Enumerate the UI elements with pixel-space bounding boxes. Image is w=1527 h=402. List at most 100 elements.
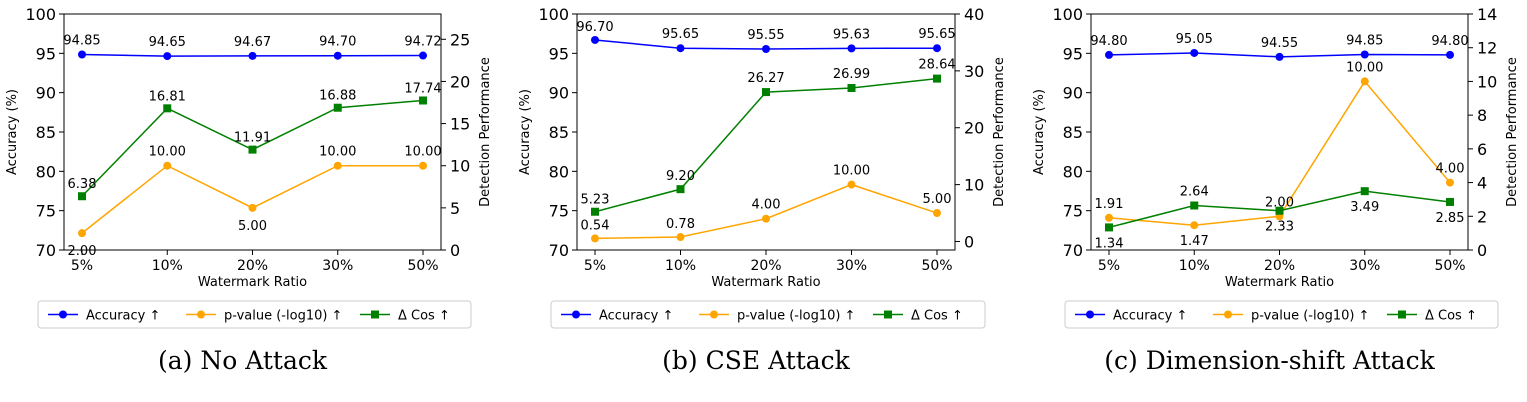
point-accuracy bbox=[676, 44, 685, 53]
y-tick-label: 90 bbox=[549, 84, 569, 103]
x-tick-label: 10% bbox=[1179, 258, 1210, 274]
y2-tick-label: 20 bbox=[450, 72, 470, 91]
point-accuracy bbox=[248, 51, 257, 60]
point-cos bbox=[419, 96, 427, 105]
y-axis-label: Accuracy (%) bbox=[5, 89, 20, 175]
point-accuracy bbox=[333, 51, 342, 60]
y2-tick-label: 0 bbox=[964, 232, 974, 251]
legend-marker-accuracy bbox=[572, 310, 580, 319]
point-accuracy bbox=[1105, 50, 1113, 59]
x-tick-label: 30% bbox=[836, 258, 867, 274]
data-label-pvalue: 10.00 bbox=[833, 164, 870, 179]
point-pvalue bbox=[78, 229, 86, 238]
data-label-pvalue: 0.54 bbox=[581, 218, 610, 233]
panel-caption: (c) Dimension-shift Attack bbox=[1104, 346, 1435, 375]
point-accuracy bbox=[78, 50, 86, 59]
legend-marker-pvalue bbox=[710, 310, 718, 319]
y-tick-label: 80 bbox=[549, 162, 569, 181]
y-tick-label: 75 bbox=[549, 202, 569, 221]
data-label-pvalue: 10.00 bbox=[149, 145, 186, 160]
point-accuracy bbox=[1360, 50, 1369, 59]
data-label-cos: 5.23 bbox=[581, 193, 610, 208]
data-label-pvalue: 4.00 bbox=[752, 198, 781, 213]
y-tick-label: 95 bbox=[549, 44, 569, 63]
legend-marker-accuracy bbox=[59, 310, 67, 319]
x-tick-label: 5% bbox=[71, 258, 93, 274]
point-accuracy bbox=[1190, 48, 1199, 57]
point-pvalue bbox=[163, 161, 172, 170]
y2-axis-label: Detection Performance bbox=[478, 57, 493, 207]
data-label-pvalue: 2.00 bbox=[1265, 195, 1294, 210]
point-pvalue bbox=[333, 161, 342, 170]
y2-tick-label: 12 bbox=[1477, 39, 1497, 58]
y2-tick-label: 5 bbox=[450, 199, 460, 218]
data-label-accuracy: 95.65 bbox=[918, 27, 955, 42]
point-cos bbox=[591, 207, 599, 216]
data-label-pvalue: 10.00 bbox=[1346, 60, 1383, 75]
y2-tick-label: 0 bbox=[450, 241, 460, 260]
x-tick-label: 50% bbox=[407, 258, 438, 274]
legend-label-cos: Δ Cos ↑ bbox=[911, 309, 963, 324]
x-tick-label: 20% bbox=[750, 258, 781, 274]
legend-marker-accuracy bbox=[1086, 310, 1094, 319]
point-cos bbox=[1275, 206, 1284, 215]
point-cos bbox=[248, 145, 257, 154]
panel-caption: (a) No Attack bbox=[158, 346, 328, 375]
x-tick-label: 30% bbox=[1349, 258, 1380, 274]
data-label-cos: 2.33 bbox=[1265, 220, 1294, 235]
data-label-cos: 26.27 bbox=[747, 71, 784, 86]
data-label-cos: 11.91 bbox=[234, 131, 271, 146]
data-label-pvalue: 5.00 bbox=[923, 192, 952, 207]
point-pvalue bbox=[1360, 77, 1369, 86]
data-label-pvalue: 5.00 bbox=[238, 219, 267, 234]
y-tick-label: 95 bbox=[1063, 44, 1083, 63]
data-label-accuracy: 96.70 bbox=[576, 20, 613, 35]
y2-axis-label: Detection Performance bbox=[992, 57, 1007, 207]
legend-label-pvalue: p-value (-log10) ↑ bbox=[1251, 309, 1369, 324]
point-cos bbox=[933, 74, 941, 83]
data-label-cos: 16.88 bbox=[319, 89, 356, 104]
point-pvalue bbox=[847, 180, 856, 189]
legend-marker-pvalue bbox=[197, 310, 205, 319]
x-tick-label: 30% bbox=[322, 258, 353, 274]
point-pvalue bbox=[1105, 213, 1113, 222]
data-label-pvalue: 1.91 bbox=[1095, 197, 1124, 212]
y-tick-label: 90 bbox=[36, 84, 56, 103]
y2-tick-label: 15 bbox=[450, 115, 470, 134]
y2-tick-label: 30 bbox=[964, 62, 984, 81]
x-tick-label: 5% bbox=[584, 258, 606, 274]
point-accuracy bbox=[1446, 50, 1454, 59]
y-tick-label: 80 bbox=[36, 162, 56, 181]
data-label-cos: 3.49 bbox=[1350, 200, 1379, 215]
x-tick-label: 5% bbox=[1098, 258, 1120, 274]
point-cos bbox=[333, 103, 342, 112]
x-tick-label: 20% bbox=[1264, 258, 1295, 274]
x-axis-label: Watermark Ratio bbox=[198, 275, 307, 290]
point-accuracy bbox=[933, 44, 941, 53]
point-pvalue bbox=[933, 209, 941, 218]
y-tick-label: 100 bbox=[25, 5, 56, 24]
y-tick-label: 85 bbox=[549, 123, 569, 142]
x-tick-label: 50% bbox=[921, 258, 952, 274]
panel-caption: (b) CSE Attack bbox=[662, 346, 851, 375]
y2-tick-label: 10 bbox=[1477, 72, 1497, 91]
y-tick-label: 100 bbox=[538, 5, 569, 24]
point-cos bbox=[762, 88, 770, 97]
point-cos bbox=[1360, 187, 1369, 196]
y-tick-label: 70 bbox=[1063, 241, 1083, 260]
data-label-accuracy: 94.85 bbox=[63, 34, 100, 49]
x-tick-label: 10% bbox=[152, 258, 183, 274]
legend-marker-cos bbox=[371, 310, 379, 319]
legend-marker-cos bbox=[884, 310, 892, 319]
y-tick-label: 85 bbox=[36, 123, 56, 142]
legend bbox=[1064, 300, 1499, 329]
legend-marker-pvalue bbox=[1224, 310, 1232, 319]
data-label-accuracy: 94.80 bbox=[1431, 34, 1468, 49]
legend-label-accuracy: Accuracy ↑ bbox=[599, 309, 673, 324]
y2-tick-label: 8 bbox=[1477, 106, 1487, 125]
point-pvalue bbox=[762, 214, 770, 223]
data-label-cos: 2.85 bbox=[1436, 211, 1465, 226]
data-label-accuracy: 95.63 bbox=[833, 27, 870, 42]
y2-tick-label: 40 bbox=[964, 5, 984, 24]
data-label-accuracy: 94.70 bbox=[319, 35, 356, 50]
